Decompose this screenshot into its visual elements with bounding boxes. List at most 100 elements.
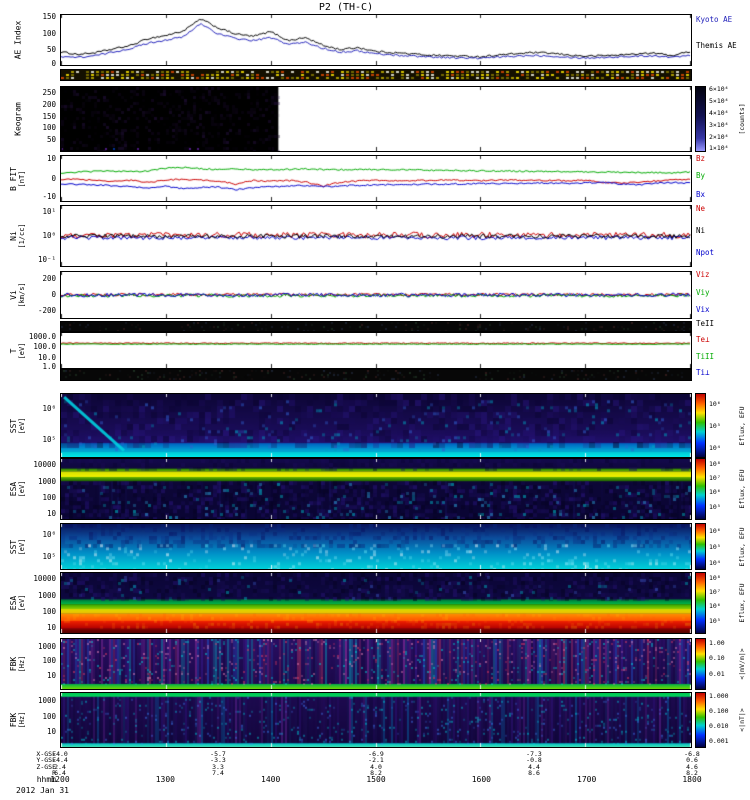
eph-value: 8.2	[370, 769, 382, 778]
panel-sst-i	[60, 523, 692, 570]
panel-canvas-fbk-e	[61, 639, 691, 689]
legend-Te⊥: Te⊥	[696, 335, 710, 345]
axis-unit-text: [eV]	[18, 342, 26, 359]
panel-canvas-esa-i	[61, 573, 691, 633]
ytick-te: 1.0	[42, 362, 56, 372]
ytick-ae: 150	[42, 12, 56, 22]
eph-value: 4.4	[528, 762, 540, 771]
colorbar-tick-esa-i: 10⁸	[709, 573, 721, 582]
panel-canvas-esa-e	[61, 459, 691, 519]
panel-canvas-te	[61, 333, 691, 368]
panel-esa-i	[60, 572, 692, 634]
ytick-fbk-b: 10	[46, 727, 56, 737]
ytick-ni: 10⁻¹	[37, 254, 56, 264]
colorbar-esa-e	[695, 458, 706, 520]
colorbar-tick-esa-e: 10⁶	[709, 488, 721, 497]
eph-label-R: R	[52, 769, 56, 778]
panel-esa-e	[60, 458, 692, 520]
hhmm-label: hhmm	[36, 775, 56, 784]
panel-keo-strip	[60, 69, 692, 81]
legend-Viz: Viz	[696, 269, 710, 279]
eph-label-Y-GSE: Y-GSE	[36, 756, 56, 765]
legend-Ti⊥: Ti⊥	[696, 367, 710, 377]
plot-title: P2 (TH-C)	[318, 2, 374, 13]
panel-fbk-e	[60, 638, 692, 690]
axis-label-text: SST	[9, 539, 18, 554]
panel-fbk-b	[60, 692, 692, 748]
eph-value: -7.3	[526, 750, 542, 758]
panel-ni	[60, 205, 692, 267]
axis-label-keogram: Keogram	[14, 102, 23, 136]
axis-unit-text: [Hz]	[18, 711, 26, 729]
eph-value: -6.9	[368, 750, 384, 758]
colorbar-tick-sst-e: 10⁵	[709, 422, 721, 431]
legend-Ne: Ne	[696, 203, 706, 213]
legend-Ni: Ni	[696, 226, 706, 236]
axis-unit-text: [eV]	[18, 480, 26, 498]
colorbar-tick-sst-i: 10⁴	[709, 558, 721, 567]
ytick-fbk-b: 1000	[37, 696, 56, 706]
eph-value: 4.6	[686, 762, 698, 771]
colorbar-tick-keogram: 6×10⁴	[709, 85, 729, 94]
axis-label-text: AE Index	[13, 20, 23, 60]
axis-unit-text: [eV]	[18, 417, 26, 434]
axis-unit-text: [km/s]	[18, 282, 26, 308]
panel-canvas-sst-e	[61, 394, 691, 457]
axis-label-fbk-e: FBK [Hz]	[9, 656, 27, 673]
legend-Bx: Bx	[696, 189, 706, 199]
ytick-esa-e: 10000	[33, 460, 56, 470]
axis-label-text: Keogram	[13, 102, 23, 136]
colorbar-esa-i	[695, 572, 706, 634]
colorbar-tick-sst-e: 10⁶	[709, 400, 721, 409]
ytick-fbk-b: 100	[42, 711, 56, 721]
ytick-esa-i: 100	[42, 606, 56, 616]
axis-label-ae: AE Index	[14, 21, 23, 60]
axis-label-text: FBK	[9, 712, 18, 728]
legend-Bz: Bz	[696, 153, 706, 163]
axis-label-text: B FIT	[9, 166, 18, 191]
time-tick: 1400	[261, 775, 281, 784]
colorbar-tick-keogram: 3×10⁴	[709, 121, 729, 130]
legend-Kyoto AE: Kyoto AE	[696, 15, 733, 25]
colorbar-tick-fbk-e: 0.10	[709, 654, 725, 663]
ytick-bfit: 10	[46, 153, 56, 163]
colorbar-label-esa-e: Eflux, EFU	[738, 469, 746, 509]
ytick-esa-e: 10	[46, 508, 56, 518]
ytick-keogram: 200	[42, 99, 56, 109]
axis-label-text: ESA	[9, 481, 18, 497]
axis-label-text: Vi	[9, 290, 18, 300]
eph-value: 2.4	[54, 762, 66, 771]
colorbar-tick-esa-e: 10⁸	[709, 459, 721, 468]
eph-value: -5.7	[210, 750, 226, 758]
colorbar-tick-keogram: 2×10⁴	[709, 132, 729, 141]
eph-value: 7.4	[212, 769, 224, 778]
eph-value: 8.2	[686, 769, 698, 778]
time-tick: 1300	[155, 775, 175, 784]
legend-Vix: Vix	[696, 305, 710, 315]
axis-label-text: Ni	[9, 231, 18, 241]
ytick-te: 10.0	[37, 352, 56, 362]
panel-canvas-sst-i	[61, 524, 691, 569]
legend-TiII: TiII	[696, 352, 715, 362]
eph-value: -4.0	[52, 750, 68, 758]
panel-ti-flag	[60, 369, 692, 381]
time-tick: 1200	[50, 775, 70, 784]
axis-unit-text: [eV]	[18, 594, 26, 612]
colorbar-keogram	[695, 86, 706, 152]
ytick-ni: 10¹	[42, 207, 56, 217]
colorbar-tick-esa-i: 10⁶	[709, 602, 721, 611]
ytick-sst-e: 10⁶	[42, 404, 56, 414]
eph-value: 4.0	[370, 762, 382, 771]
axis-label-fbk-b: FBK [Hz]	[9, 712, 27, 729]
colorbar-tick-fbk-b: 1.000	[709, 691, 729, 700]
axis-label-sst-e: SST [eV]	[9, 417, 27, 434]
colorbar-tick-keogram: 5×10⁴	[709, 97, 729, 106]
ytick-bfit: 0	[51, 173, 56, 183]
ytick-te: 100.0	[33, 342, 56, 352]
ytick-fbk-e: 1000	[37, 641, 56, 651]
time-tick: 1600	[471, 775, 491, 784]
axis-label-text: T	[9, 348, 18, 353]
ytick-vi: -200	[37, 305, 56, 315]
ytick-esa-e: 1000	[37, 476, 56, 486]
panel-canvas-keo-strip	[61, 70, 691, 80]
